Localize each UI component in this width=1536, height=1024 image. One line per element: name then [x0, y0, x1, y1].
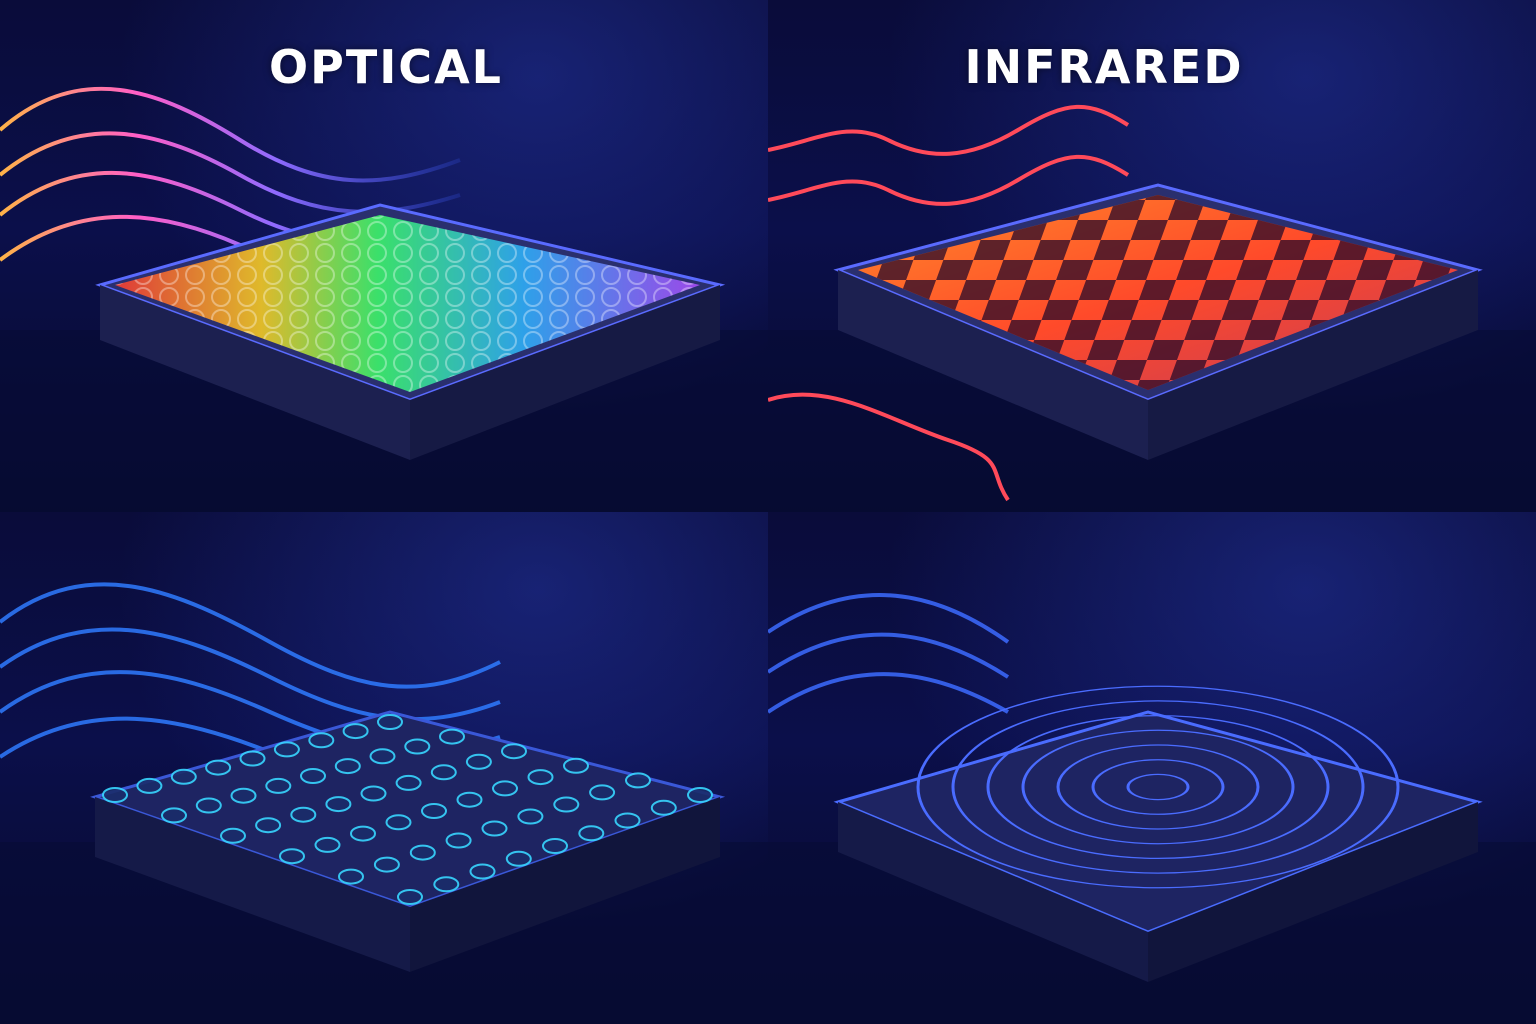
microwave-key	[325, 796, 352, 813]
microwave-key	[439, 728, 465, 745]
microwave-key	[517, 808, 544, 825]
microwave-key	[563, 757, 589, 774]
microwave-key	[314, 836, 341, 853]
microwave-key	[395, 774, 422, 791]
microwave-scene	[0, 582, 768, 1024]
microwave-key	[334, 758, 361, 775]
microwave-key	[505, 850, 532, 867]
microwave-key	[469, 863, 496, 880]
microwave-key	[650, 799, 677, 816]
microwave-key	[230, 787, 257, 804]
microwave-keys	[102, 714, 713, 905]
microwave-key	[161, 807, 187, 824]
microwave-key	[553, 796, 580, 813]
microwave-key	[369, 748, 396, 765]
microwave-key	[542, 838, 568, 854]
acoustic-rings	[916, 685, 1400, 889]
microwave-key	[350, 825, 376, 842]
microwave-key	[377, 714, 403, 730]
acoustic-tile	[833, 710, 1483, 982]
microwave-key	[501, 743, 527, 760]
microwave-key	[300, 768, 326, 784]
optical-tile	[95, 203, 726, 460]
microwave-key	[625, 772, 651, 789]
microwave-key	[397, 889, 423, 905]
microwave-key	[578, 825, 605, 842]
microwave-key	[255, 817, 282, 834]
panel-acoustic: ACOUSTIC	[768, 512, 1536, 1024]
microwave-key	[430, 764, 457, 781]
microwave-key	[195, 797, 222, 814]
microwave-key	[385, 814, 412, 831]
microwave-key	[492, 780, 518, 797]
panel-title: OPTICAL	[269, 40, 503, 94]
acoustic-waves	[768, 593, 1010, 714]
panel-optical: OPTICAL	[0, 0, 768, 512]
microwave-key	[404, 738, 431, 755]
microwave-key	[308, 732, 335, 749]
microwave-key	[481, 820, 508, 837]
microwave-key	[273, 741, 300, 758]
panel-infrared: INFRARED	[768, 0, 1536, 512]
microwave-key	[409, 844, 436, 861]
microwave-key	[205, 759, 232, 776]
microwave-key	[136, 777, 163, 794]
microwave-key	[433, 876, 460, 893]
optical-scene	[0, 86, 768, 512]
microwave-key	[342, 723, 369, 740]
microwave-key	[589, 784, 616, 801]
microwave-key	[290, 806, 317, 823]
microwave-key	[102, 787, 128, 803]
microwave-key	[373, 856, 400, 873]
panel-title: INFRARED	[964, 40, 1244, 94]
infrared-waves	[768, 104, 1130, 502]
panel-microwave: MICROWAVE	[0, 512, 768, 1024]
infrared-tile	[833, 183, 1483, 460]
infrared-scene	[768, 104, 1536, 512]
microwave-key	[360, 785, 387, 802]
microwave-key	[265, 777, 292, 794]
microwave-key	[527, 769, 554, 786]
microwave-key	[220, 827, 246, 844]
microwave-key	[687, 787, 713, 803]
microwave-key	[465, 753, 492, 770]
microwave-key	[445, 832, 472, 849]
microwave-key	[239, 750, 266, 767]
microwave-key	[170, 768, 197, 785]
microwave-key	[279, 848, 305, 865]
microwave-key	[338, 868, 364, 885]
acoustic-scene	[768, 593, 1536, 1024]
microwave-key	[456, 791, 483, 808]
microwave-key	[421, 803, 447, 819]
microwave-key	[614, 812, 641, 829]
